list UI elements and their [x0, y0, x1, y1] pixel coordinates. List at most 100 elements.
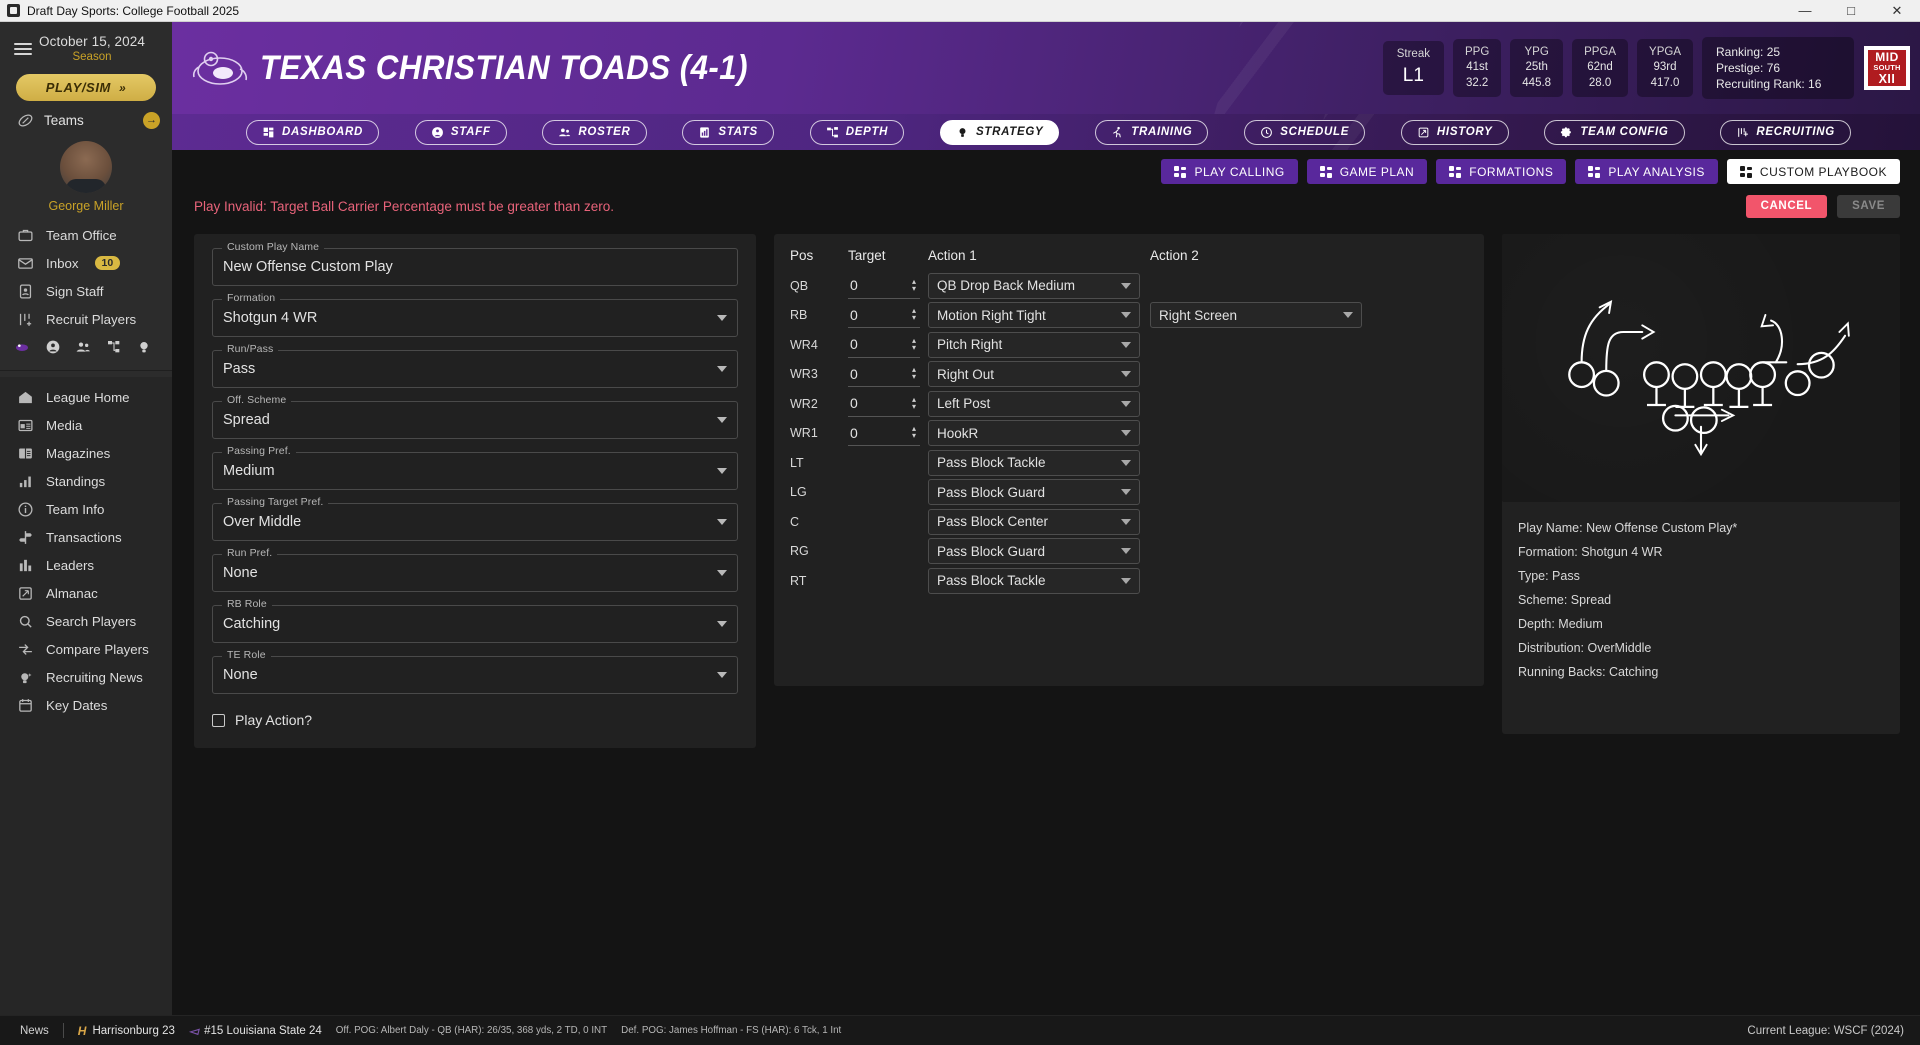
- close-button[interactable]: ✕: [1891, 2, 1903, 18]
- tab-dashboard[interactable]: DASHBOARD: [246, 119, 380, 145]
- tab-history[interactable]: HISTORY: [1400, 119, 1509, 145]
- sidebar-item-key-dates[interactable]: Key Dates: [0, 691, 172, 719]
- sidebar-item-compare-players[interactable]: Compare Players: [0, 635, 172, 663]
- action1-select[interactable]: Right Out: [928, 361, 1140, 388]
- stepper-arrows-icon[interactable]: ▴ ▾: [911, 335, 916, 352]
- teams-arrow-icon[interactable]: →: [143, 111, 160, 129]
- sidebar-item-media[interactable]: Media: [0, 411, 172, 439]
- action1-select[interactable]: HookR: [928, 420, 1140, 447]
- chevron-down-icon[interactable]: [717, 417, 727, 423]
- chevron-down-icon[interactable]: [717, 315, 727, 321]
- field-passing-target-pref[interactable]: Passing Target Pref. Over Middle: [212, 496, 738, 541]
- target-value[interactable]: 0: [850, 306, 858, 323]
- chevron-down-icon[interactable]: [717, 366, 727, 372]
- action1-select[interactable]: Pitch Right: [928, 331, 1140, 358]
- cancel-button[interactable]: CANCEL: [1745, 194, 1828, 218]
- stepper-arrows-icon[interactable]: ▴ ▾: [911, 365, 916, 382]
- sidebar-item-almanac[interactable]: Almanac: [0, 579, 172, 607]
- sidebar-item-standings[interactable]: Standings: [0, 467, 172, 495]
- tab-stats[interactable]: STATS: [682, 119, 774, 145]
- tab-training[interactable]: TRAINING: [1095, 119, 1209, 145]
- sidebar-item-team-info[interactable]: Team Info: [0, 495, 172, 523]
- action1-select[interactable]: Pass Block Center: [928, 508, 1140, 535]
- tab-strategy[interactable]: STRATEGY: [940, 119, 1060, 145]
- subnav-custom-playbook[interactable]: CUSTOM PLAYBOOK: [1726, 159, 1900, 184]
- chevron-down-icon[interactable]: [717, 519, 727, 525]
- sidebar-item-leaders[interactable]: Leaders: [0, 551, 172, 579]
- subnav-game-plan[interactable]: GAME PLAN: [1306, 159, 1428, 184]
- maximize-button[interactable]: □: [1847, 3, 1855, 18]
- tab-schedule[interactable]: SCHEDULE: [1244, 119, 1366, 145]
- target-stepper[interactable]: 0 ▴ ▾: [848, 302, 920, 329]
- stepper-arrows-icon[interactable]: ▴ ▾: [911, 424, 916, 441]
- tab-depth[interactable]: DEPTH: [809, 119, 905, 145]
- chevron-down-icon[interactable]: [717, 672, 727, 678]
- save-button[interactable]: SAVE: [1837, 194, 1900, 218]
- action1-select[interactable]: Pass Block Guard: [928, 479, 1140, 506]
- team-logo-icon[interactable]: [14, 339, 30, 360]
- sidebar-item-magazines[interactable]: Magazines: [0, 439, 172, 467]
- news-label[interactable]: News: [20, 1024, 49, 1037]
- chevron-down-icon[interactable]: [717, 570, 727, 576]
- action1-select[interactable]: Left Post: [928, 390, 1140, 417]
- target-stepper[interactable]: 0 ▴ ▾: [848, 391, 920, 417]
- target-value[interactable]: 0: [850, 336, 858, 353]
- people-icon[interactable]: [75, 339, 91, 360]
- chevron-down-icon[interactable]: [717, 621, 727, 627]
- subnav-formations[interactable]: FORMATIONS: [1436, 159, 1567, 184]
- target-stepper[interactable]: 0 ▴ ▾: [848, 361, 920, 388]
- sidebar-item-transactions[interactable]: Transactions: [0, 523, 172, 551]
- person-icon[interactable]: [45, 339, 61, 360]
- field-formation[interactable]: Formation Shotgun 4 WR: [212, 292, 738, 337]
- action1-select[interactable]: Pass Block Guard: [928, 538, 1140, 565]
- play-action-row[interactable]: Play Action?: [212, 712, 738, 728]
- field-custom-play-name[interactable]: Custom Play Name New Offense Custom Play: [212, 241, 738, 286]
- target-value[interactable]: 0: [850, 395, 858, 412]
- tab-staff[interactable]: STAFF: [414, 119, 507, 145]
- play-action-checkbox[interactable]: [212, 713, 225, 727]
- chevron-down-icon[interactable]: [717, 468, 727, 474]
- field-run-pref[interactable]: Run Pref. None: [212, 547, 738, 592]
- target-value[interactable]: 0: [850, 424, 858, 441]
- stepper-arrows-icon[interactable]: ▴ ▾: [911, 276, 916, 293]
- sidebar-item-teams[interactable]: Teams →: [0, 101, 172, 137]
- sidebar-item-recruit-players[interactable]: Recruit Players: [0, 305, 172, 333]
- target-value[interactable]: 0: [850, 365, 858, 382]
- subnav-play-analysis[interactable]: PLAY ANALYSIS: [1575, 159, 1718, 184]
- user-profile[interactable]: George Miller: [0, 137, 172, 213]
- custom-play-name-input[interactable]: New Offense Custom Play: [223, 259, 393, 275]
- action1-select[interactable]: Motion Right Tight: [928, 302, 1140, 329]
- lightbulb-icon[interactable]: [136, 339, 152, 360]
- action1-select[interactable]: QB Drop Back Medium: [928, 272, 1140, 299]
- org-chart-icon[interactable]: [106, 339, 122, 360]
- action1-select[interactable]: Pass Block Tackle: [928, 567, 1140, 594]
- sidebar-item-recruiting-news[interactable]: Recruiting News: [0, 663, 172, 691]
- tab-recruiting[interactable]: RECRUITING: [1720, 119, 1851, 145]
- footer-away-team[interactable]: ◅ #15 Louisiana State 24: [189, 1024, 322, 1038]
- stepper-arrows-icon[interactable]: ▴ ▾: [911, 306, 916, 323]
- field-te-role[interactable]: TE Role None: [212, 649, 738, 694]
- sidebar-item-league-home[interactable]: League Home: [0, 383, 172, 411]
- sidebar-item-team-office[interactable]: Team Office: [0, 221, 172, 249]
- stepper-arrows-icon[interactable]: ▴ ▾: [911, 394, 916, 411]
- action2-select[interactable]: Right Screen: [1150, 302, 1362, 329]
- field-rb-role[interactable]: RB Role Catching: [212, 598, 738, 643]
- sidebar-item-search-players[interactable]: Search Players: [0, 607, 172, 635]
- footer-home-team[interactable]: H Harrisonburg 23: [78, 1024, 175, 1038]
- action1-select[interactable]: Pass Block Tackle: [928, 449, 1140, 476]
- target-value[interactable]: 0: [850, 277, 858, 294]
- field-off-scheme[interactable]: Off. Scheme Spread: [212, 394, 738, 439]
- tab-roster[interactable]: ROSTER: [542, 119, 647, 145]
- target-stepper[interactable]: 0 ▴ ▾: [848, 332, 920, 358]
- hamburger-menu-icon[interactable]: [14, 40, 32, 58]
- field-run-pass[interactable]: Run/Pass Pass: [212, 343, 738, 388]
- subnav-play-calling[interactable]: PLAY CALLING: [1161, 159, 1298, 184]
- play-sim-button[interactable]: PLAY/SIM »: [16, 74, 156, 101]
- minimize-button[interactable]: —: [1798, 3, 1812, 18]
- field-passing-pref[interactable]: Passing Pref. Medium: [212, 445, 738, 490]
- target-stepper[interactable]: 0 ▴ ▾: [848, 273, 920, 299]
- sidebar-item-inbox[interactable]: Inbox 10: [0, 249, 172, 277]
- tab-team-config[interactable]: TEAM CONFIG: [1544, 119, 1685, 145]
- sidebar-item-sign-staff[interactable]: Sign Staff: [0, 277, 172, 305]
- target-stepper[interactable]: 0 ▴ ▾: [848, 420, 920, 447]
